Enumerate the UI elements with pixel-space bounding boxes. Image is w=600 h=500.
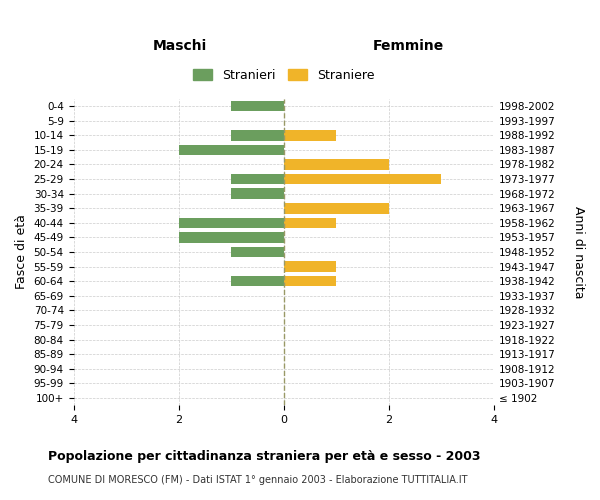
Y-axis label: Anni di nascita: Anni di nascita bbox=[572, 206, 585, 298]
Text: Popolazione per cittadinanza straniera per età e sesso - 2003: Popolazione per cittadinanza straniera p… bbox=[48, 450, 481, 463]
Bar bbox=[179, 232, 284, 242]
Bar bbox=[231, 276, 284, 286]
Legend: Stranieri, Straniere: Stranieri, Straniere bbox=[190, 65, 378, 86]
Bar bbox=[284, 262, 336, 272]
Bar bbox=[284, 203, 389, 213]
Text: Maschi: Maschi bbox=[153, 38, 207, 52]
Bar bbox=[284, 159, 389, 170]
Text: COMUNE DI MORESCO (FM) - Dati ISTAT 1° gennaio 2003 - Elaborazione TUTTITALIA.IT: COMUNE DI MORESCO (FM) - Dati ISTAT 1° g… bbox=[48, 475, 467, 485]
Bar bbox=[284, 218, 336, 228]
Y-axis label: Fasce di età: Fasce di età bbox=[15, 214, 28, 290]
Bar bbox=[284, 174, 441, 184]
Bar bbox=[179, 144, 284, 155]
Bar bbox=[284, 276, 336, 286]
Bar bbox=[231, 188, 284, 199]
Text: Femmine: Femmine bbox=[373, 38, 443, 52]
Bar bbox=[231, 247, 284, 258]
Bar bbox=[179, 218, 284, 228]
Bar bbox=[231, 174, 284, 184]
Bar bbox=[284, 130, 336, 140]
Bar bbox=[231, 130, 284, 140]
Bar bbox=[231, 101, 284, 112]
